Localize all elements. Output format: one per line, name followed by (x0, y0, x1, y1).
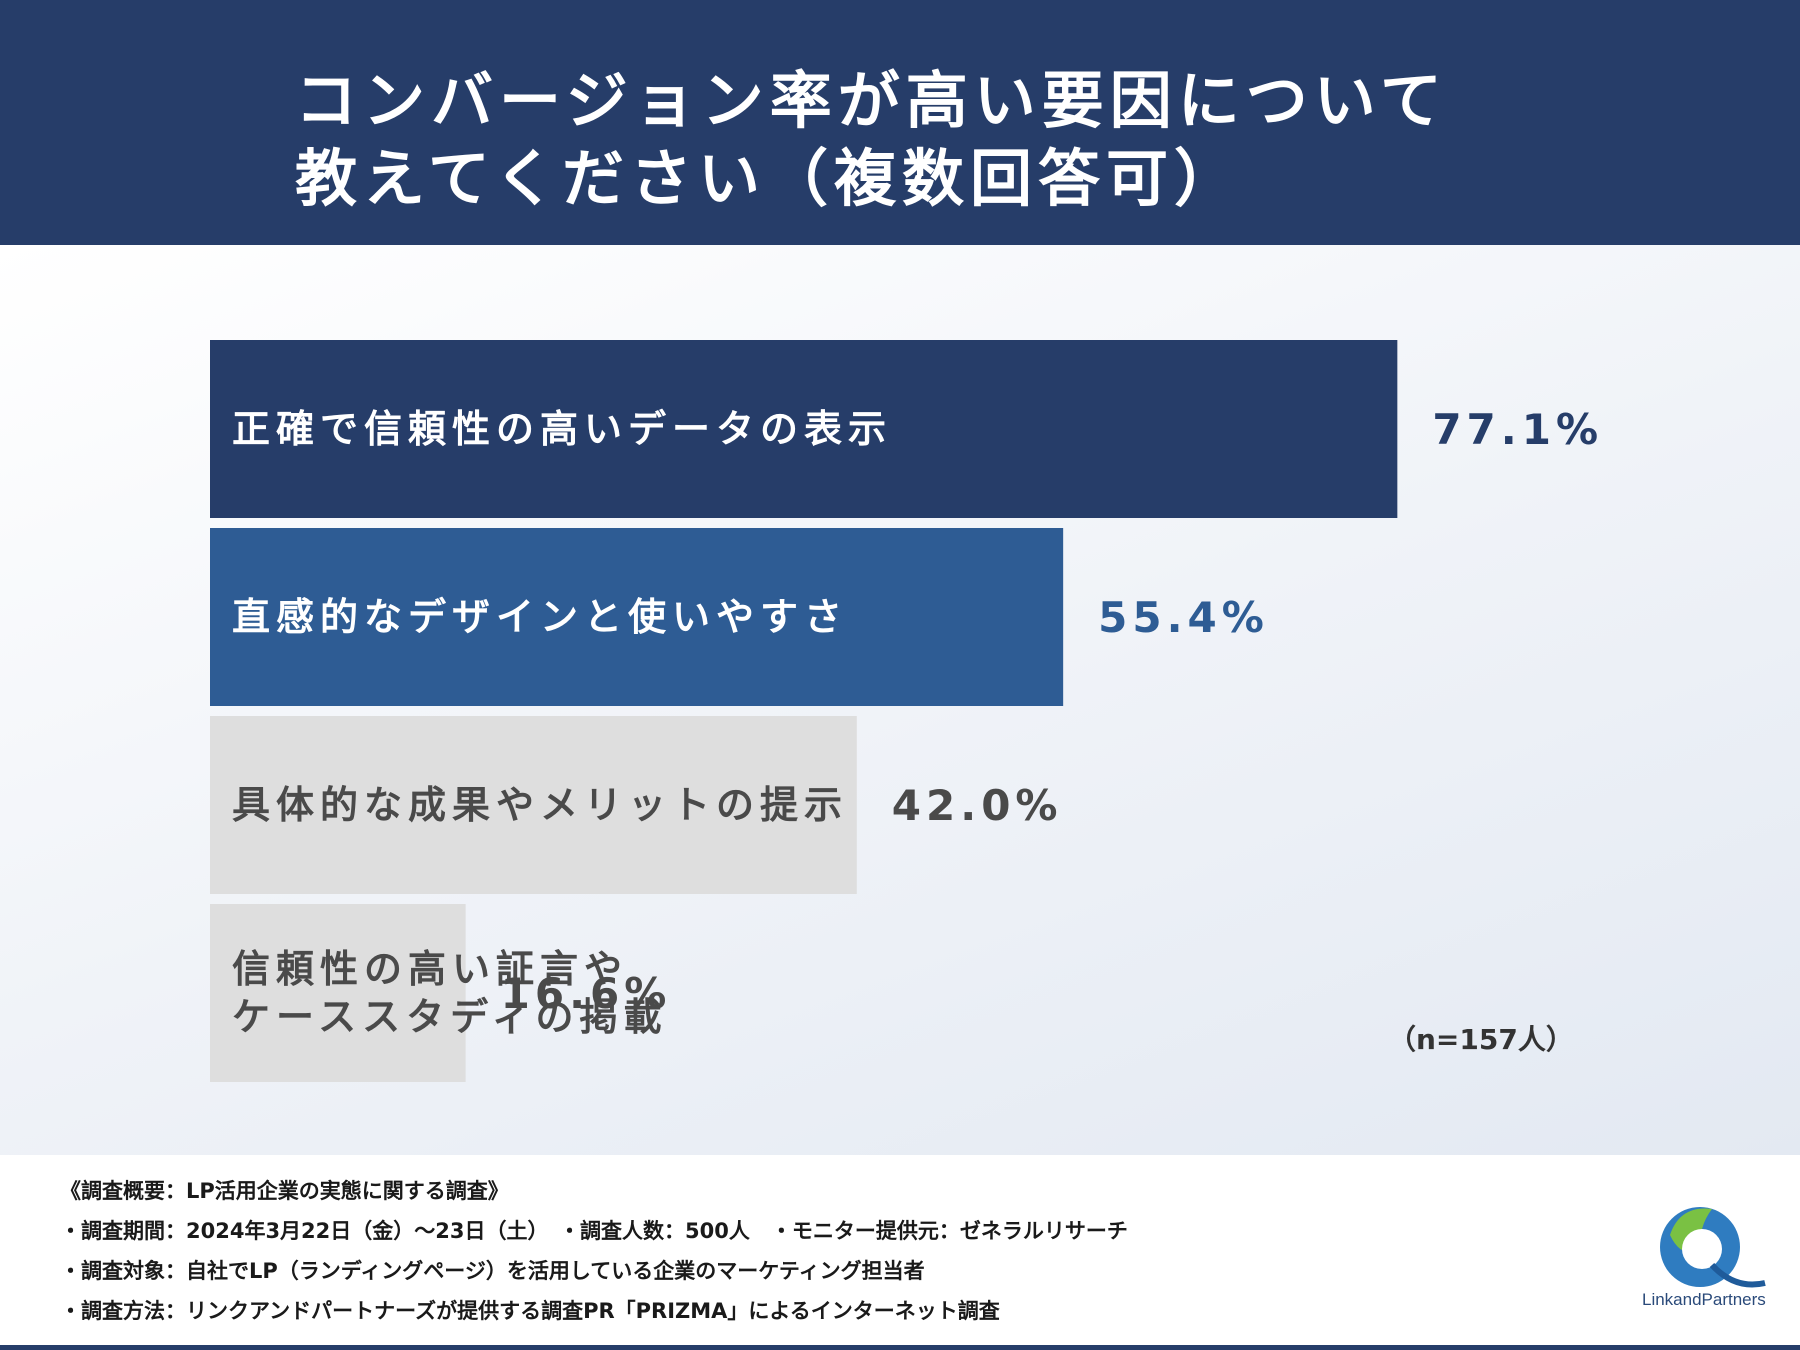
bar-chart: 正確で信頼性の高いデータの表示 77.1% 直感的なデザインと使いやすさ 55.4% 具… (210, 340, 1603, 1082)
survey-footer: 《調査概要：LP活用企業の実態に関する調査》 ・調査期間：2024年3月22日（… (0, 1155, 1800, 1350)
company-logo-icon (1660, 1207, 1766, 1288)
chart-area: 正確で信頼性の高いデータの表示 77.1% 直感的なデザインと使いやすさ 55.4% 具… (0, 245, 1800, 1155)
survey-period-line: ・調査期間：2024年3月22日（金）〜23日（土） ・調査人数：500人 ・モ… (60, 1219, 1128, 1243)
bar-value-3: 42.0% (892, 781, 1063, 830)
bar-value-1: 77.1% (1432, 405, 1603, 454)
sample-size-note: （n=157人） (1388, 1023, 1574, 1056)
title-banner: コンバージョン率が高い要因について 教えてください（複数回答可） (0, 0, 1800, 245)
bar-value-2: 55.4% (1098, 593, 1269, 642)
bar-4 (210, 904, 466, 1082)
company-logo-text: LinkandPartners (1642, 1290, 1766, 1309)
bar-1 (210, 340, 1398, 518)
survey-summary-title: 《調査概要：LP活用企業の実態に関する調査》 (60, 1179, 509, 1203)
chart-title-line-1: コンバージョン率が高い要因について (295, 64, 1448, 137)
bottom-rule (0, 1345, 1800, 1350)
survey-target-line: ・調査対象：自社でLP（ランディングページ）を活用している企業のマーケティング担… (60, 1259, 925, 1283)
bar-label-3: 具体的な成果やメリットの提示 (232, 783, 848, 827)
bar-value-4: 16.6% (501, 969, 672, 1018)
bar-2 (210, 528, 1064, 706)
bar-label-4: 信頼性の高い証言やケーススタディの掲載 (232, 947, 667, 1039)
bar-3 (210, 716, 857, 894)
chart-title-line-2: 教えてください（複数回答可） (295, 142, 1243, 215)
bar-label-2: 直感的なデザインと使いやすさ (232, 595, 848, 639)
survey-method-line: ・調査方法：リンクアンドパートナーズが提供する調査PR「PRIZMA」によるイン… (60, 1299, 1000, 1323)
bar-label-1: 正確で信頼性の高いデータの表示 (232, 407, 892, 451)
